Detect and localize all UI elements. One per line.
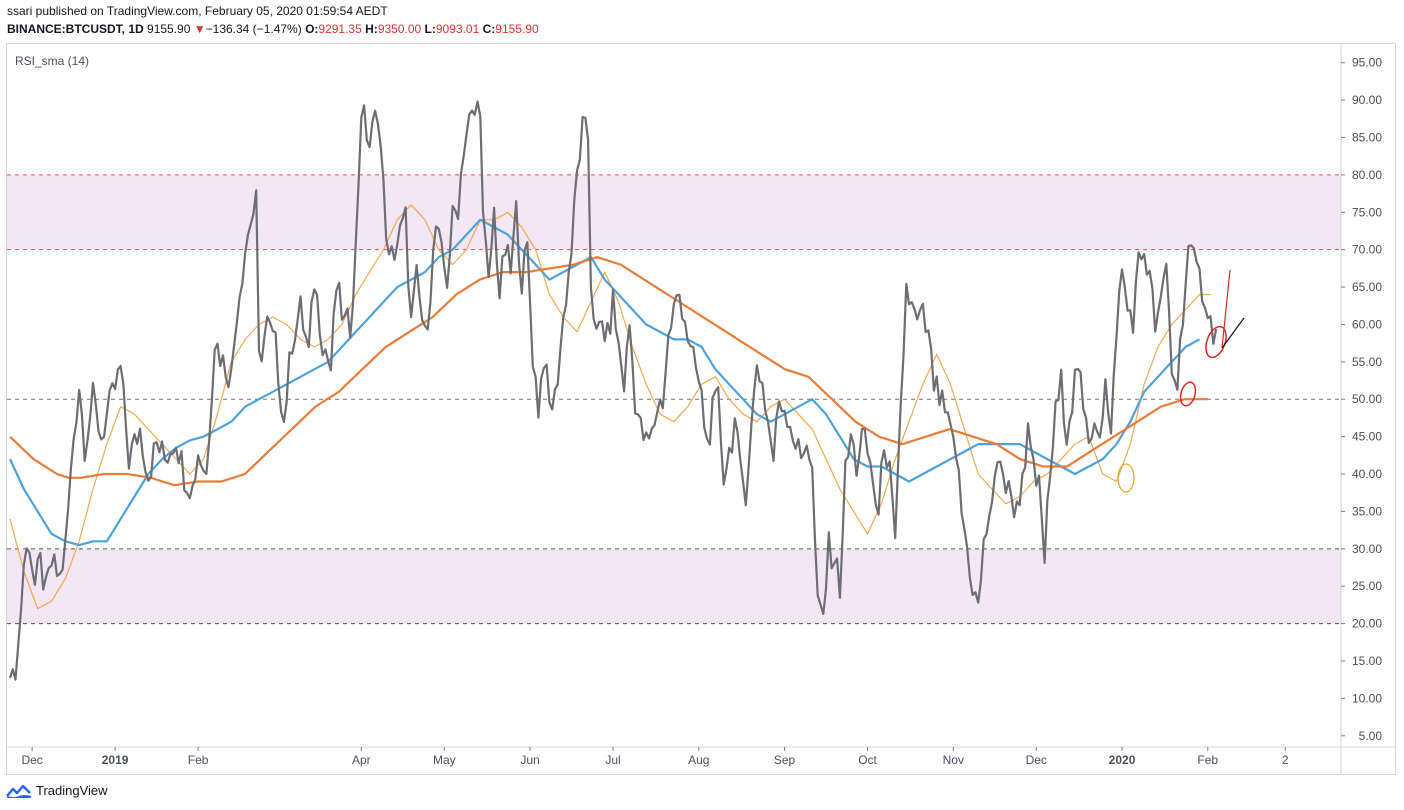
y-tick-label: 10.00: [1352, 691, 1382, 705]
x-tick-label: Dec: [21, 753, 42, 767]
y-tick-label: 30.00: [1352, 542, 1382, 556]
brand-name: TradingView: [36, 783, 108, 798]
high-label: H:: [365, 22, 378, 36]
x-tick-label: Nov: [943, 753, 964, 767]
y-tick-label: 95.00: [1352, 56, 1382, 70]
y-tick-label: 90.00: [1352, 93, 1382, 107]
y-tick-label: 40.00: [1352, 467, 1382, 481]
open-value: 9291.35: [318, 22, 362, 36]
y-tick-label: 5.00: [1359, 729, 1383, 743]
annotation-arrow-red: [1221, 269, 1231, 349]
x-tick-label: 2: [1282, 753, 1289, 767]
y-tick-label: 25.00: [1352, 579, 1382, 593]
x-tick-label: Apr: [352, 753, 371, 767]
series-line-sma-fast: [9, 204, 1211, 610]
series-line-sma-mid: [9, 218, 1201, 547]
close-label: C:: [482, 22, 496, 36]
symbol-ohlc-line: BINANCE:BTCUSDT, 1D 9155.90 ▼−136.34 (−1…: [7, 22, 539, 36]
indicator-label[interactable]: RSI_sma (14): [15, 54, 90, 68]
x-tick-label: Aug: [688, 753, 709, 767]
y-tick-label: 50.00: [1352, 392, 1382, 406]
last-price: 9155.90: [147, 22, 191, 36]
symbol-name[interactable]: BINANCE:BTCUSDT, 1D: [7, 22, 144, 36]
tradingview-logo-icon: [6, 784, 31, 798]
y-tick-label: 65.00: [1352, 280, 1382, 294]
chart-frame: [6, 43, 1396, 775]
y-tick-label: 15.00: [1352, 654, 1382, 668]
low-label: L:: [424, 22, 436, 36]
y-tick-label: 45.00: [1352, 430, 1382, 444]
close-value: 9155.90: [495, 22, 539, 36]
x-tick-label: Oct: [858, 753, 877, 767]
low-value: 9093.01: [435, 22, 480, 36]
zone-band-0: [7, 174, 1341, 250]
x-tick-label: Feb: [1197, 753, 1218, 767]
x-tick-label: May: [433, 753, 456, 767]
x-tick-label: Feb: [188, 753, 209, 767]
price-change: −136.34 (−1.47%): [205, 22, 302, 36]
series-line-sma-slow: [9, 256, 1208, 487]
x-tick-label: Sep: [774, 753, 796, 767]
x-tick-label: Jul: [605, 753, 620, 767]
publisher-line: ssari published on TradingView.com, Febr…: [7, 4, 388, 18]
y-tick-label: 85.00: [1352, 130, 1382, 144]
annotation-circle-orange: [1117, 463, 1135, 493]
zone-band-1: [7, 548, 1341, 624]
y-tick-label: 35.00: [1352, 504, 1382, 518]
x-tick-label: Jun: [520, 753, 539, 767]
x-tick-label: Dec: [1026, 753, 1047, 767]
annotation-circle-small: [1179, 381, 1197, 407]
series-line-rsi: [8, 100, 1218, 681]
x-tick-label: 2019: [102, 753, 129, 767]
down-triangle-icon: ▼: [193, 22, 206, 36]
footer-branding[interactable]: TradingView: [6, 783, 108, 798]
high-value: 9350.00: [377, 22, 422, 36]
y-tick-label: 20.00: [1352, 617, 1382, 631]
y-tick-label: 75.00: [1352, 205, 1382, 219]
y-tick-label: 70.00: [1352, 243, 1382, 257]
y-tick-label: 55.00: [1352, 355, 1382, 369]
open-label: O:: [305, 22, 319, 36]
annotation-arrow-black: [1221, 317, 1245, 349]
x-tick-label: 2020: [1109, 753, 1136, 767]
y-tick-label: 60.00: [1352, 317, 1382, 331]
y-tick-label: 80.00: [1352, 168, 1382, 182]
